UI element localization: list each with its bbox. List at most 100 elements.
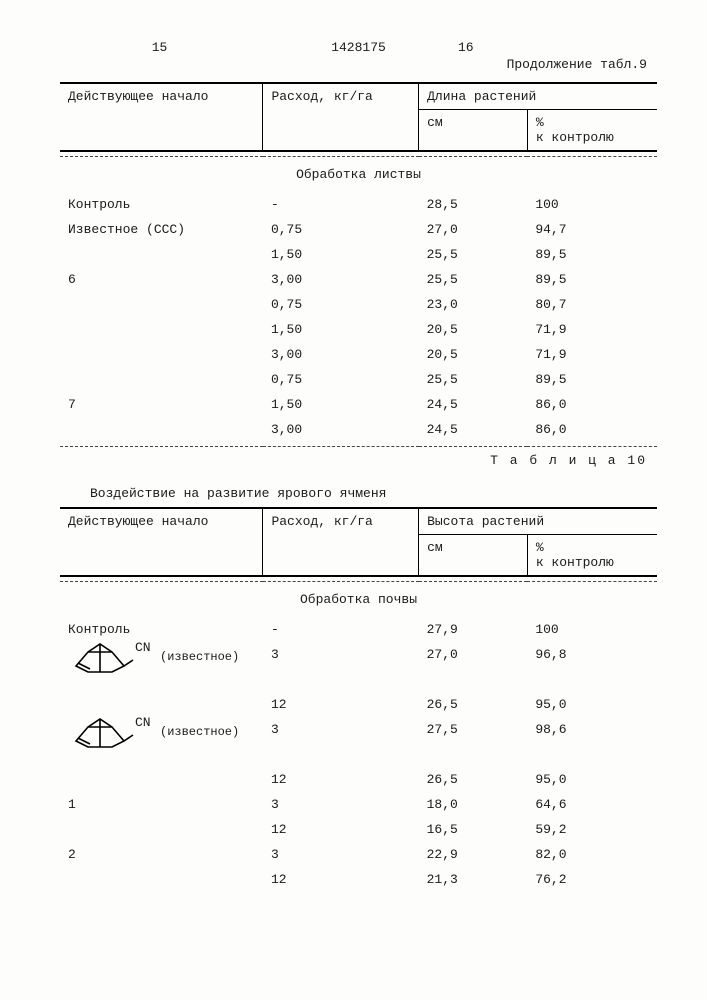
chem-known-label: (известное) bbox=[160, 650, 239, 664]
cell-pct: 71,9 bbox=[527, 317, 657, 342]
cell-rate: 1,50 bbox=[263, 392, 419, 417]
cell-pct: 100 bbox=[527, 617, 657, 642]
cell-rate: 1,50 bbox=[263, 317, 419, 342]
table-row: 12 16,5 59,2 bbox=[60, 817, 657, 842]
cell-cm: 23,0 bbox=[419, 292, 528, 317]
table-row: 3,00 24,5 86,0 bbox=[60, 417, 657, 442]
table-row: CN (известное) 3 27,0 96,8 bbox=[60, 642, 657, 692]
cell-agent bbox=[60, 367, 263, 392]
cell-rate: 12 bbox=[263, 867, 419, 892]
cell-agent-chem: CN (известное) bbox=[60, 642, 263, 692]
cell-cm: 28,5 bbox=[419, 192, 528, 217]
t10-header-height-group: Высота растений bbox=[419, 508, 657, 535]
cell-rate: 0,75 bbox=[263, 292, 419, 317]
cell-pct: 94,7 bbox=[527, 217, 657, 242]
t9-header-pct: % к контролю bbox=[527, 110, 657, 152]
cell-rate: 3 bbox=[263, 717, 419, 767]
cell-pct: 96,8 bbox=[527, 642, 657, 692]
cell-rate: 12 bbox=[263, 767, 419, 792]
table-row: 0,75 23,0 80,7 bbox=[60, 292, 657, 317]
cell-pct: 100 bbox=[527, 192, 657, 217]
cell-cm: 24,5 bbox=[419, 392, 528, 417]
table-row: 1,50 25,5 89,5 bbox=[60, 242, 657, 267]
cell-cm: 22,9 bbox=[419, 842, 528, 867]
cell-pct: 86,0 bbox=[527, 417, 657, 442]
cell-rate: 3 bbox=[263, 642, 419, 692]
cell-rate: 3 bbox=[263, 842, 419, 867]
chem-known-label: (известное) bbox=[160, 725, 239, 739]
cell-agent: Известное (ССС) bbox=[60, 217, 263, 242]
cell-agent bbox=[60, 867, 263, 892]
cell-rate: 12 bbox=[263, 817, 419, 842]
table-10-number: Т а б л и ц а 10 bbox=[60, 453, 647, 468]
cell-agent: 1 bbox=[60, 792, 263, 817]
t10-header-cm: см bbox=[419, 535, 528, 577]
cell-pct: 71,9 bbox=[527, 342, 657, 367]
t9-header-rate: Расход, кг/га bbox=[263, 83, 419, 151]
table-row: 3,00 20,5 71,9 bbox=[60, 342, 657, 367]
cell-pct: 86,0 bbox=[527, 392, 657, 417]
cell-pct: 76,2 bbox=[527, 867, 657, 892]
cell-cm: 21,3 bbox=[419, 867, 528, 892]
cell-pct: 59,2 bbox=[527, 817, 657, 842]
cell-rate: 3,00 bbox=[263, 267, 419, 292]
cell-agent bbox=[60, 317, 263, 342]
table-row: 12 21,3 76,2 bbox=[60, 867, 657, 892]
cell-rate: 3,00 bbox=[263, 417, 419, 442]
cell-cm: 25,5 bbox=[419, 267, 528, 292]
cell-rate: - bbox=[263, 617, 419, 642]
table-row: 12 26,5 95,0 bbox=[60, 767, 657, 792]
cell-agent: 6 bbox=[60, 267, 263, 292]
chem-cn-label: CN bbox=[135, 640, 151, 655]
table-row: Контроль - 28,5 100 bbox=[60, 192, 657, 217]
cell-rate: 3 bbox=[263, 792, 419, 817]
table-10-caption: Воздействие на развитие ярового ячменя bbox=[90, 486, 657, 501]
t10-header-rate: Расход, кг/га bbox=[263, 508, 419, 576]
cell-agent: Контроль bbox=[60, 192, 263, 217]
norbornene-structure-icon bbox=[70, 638, 135, 678]
cell-agent bbox=[60, 342, 263, 367]
cell-pct: 98,6 bbox=[527, 717, 657, 767]
cell-cm: 26,5 bbox=[419, 692, 528, 717]
t9-header-cm: см bbox=[419, 110, 528, 152]
cell-cm: 25,5 bbox=[419, 242, 528, 267]
cell-pct: 95,0 bbox=[527, 767, 657, 792]
t10-header-agent: Действующее начало bbox=[60, 508, 263, 576]
cell-pct: 89,5 bbox=[527, 367, 657, 392]
cell-cm: 25,5 bbox=[419, 367, 528, 392]
chem-cn-label: CN bbox=[135, 715, 151, 730]
cell-agent bbox=[60, 242, 263, 267]
table-row: Известное (ССС) 0,75 27,0 94,7 bbox=[60, 217, 657, 242]
cell-cm: 24,5 bbox=[419, 417, 528, 442]
t9-header-agent: Действующее начало bbox=[60, 83, 263, 151]
table-row: 7 1,50 24,5 86,0 bbox=[60, 392, 657, 417]
t9-section-title: Обработка листвы bbox=[60, 157, 657, 193]
cell-agent bbox=[60, 767, 263, 792]
cell-cm: 16,5 bbox=[419, 817, 528, 842]
cell-agent bbox=[60, 292, 263, 317]
cell-rate: 12 bbox=[263, 692, 419, 717]
cell-cm: 27,5 bbox=[419, 717, 528, 767]
cell-cm: 27,0 bbox=[419, 217, 528, 242]
cell-cm: 20,5 bbox=[419, 342, 528, 367]
t10-section-title: Обработка почвы bbox=[60, 582, 657, 618]
document-number: 1428175 bbox=[259, 40, 458, 55]
cell-agent: 2 bbox=[60, 842, 263, 867]
page-number-right: 16 bbox=[458, 40, 657, 55]
table-row: CN (известное) 3 27,5 98,6 bbox=[60, 717, 657, 767]
cell-pct: 89,5 bbox=[527, 267, 657, 292]
table-10: Действующее начало Расход, кг/га Высота … bbox=[60, 507, 657, 892]
cell-rate: 0,75 bbox=[263, 217, 419, 242]
cell-cm: 27,0 bbox=[419, 642, 528, 692]
cell-pct: 95,0 bbox=[527, 692, 657, 717]
page-header: 15 1428175 16 bbox=[60, 40, 657, 55]
cell-rate: 1,50 bbox=[263, 242, 419, 267]
cell-pct: 64,6 bbox=[527, 792, 657, 817]
continuation-label: Продолжение табл.9 bbox=[60, 57, 647, 72]
cell-cm: 27,9 bbox=[419, 617, 528, 642]
t10-header-pct: % к контролю bbox=[527, 535, 657, 577]
norbornene-structure-icon bbox=[70, 713, 135, 753]
table-row: 1,50 20,5 71,9 bbox=[60, 317, 657, 342]
table-row: 12 26,5 95,0 bbox=[60, 692, 657, 717]
cell-cm: 20,5 bbox=[419, 317, 528, 342]
